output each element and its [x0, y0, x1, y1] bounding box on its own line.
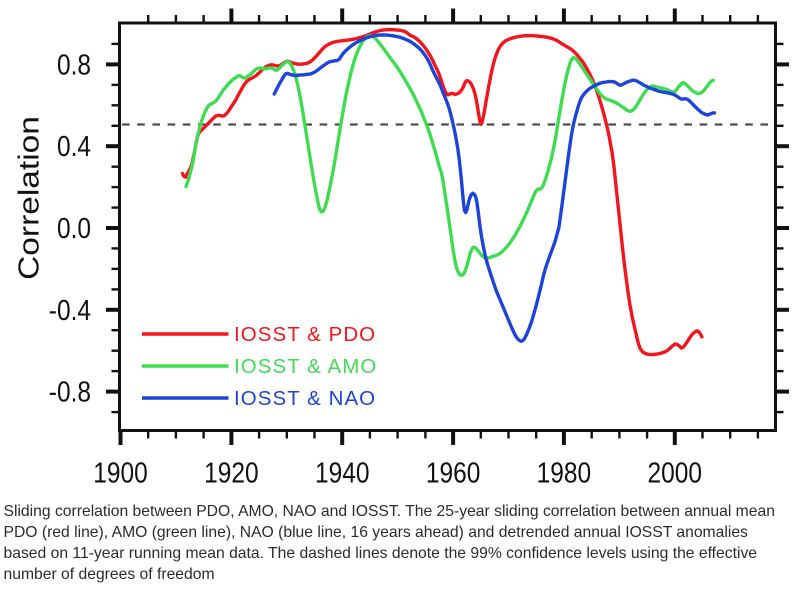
svg-text:1940: 1940: [315, 457, 369, 489]
svg-text:1920: 1920: [204, 457, 258, 489]
svg-text:IOSST & PDO: IOSST & PDO: [234, 323, 376, 346]
svg-text:-0.4: -0.4: [49, 294, 91, 326]
svg-text:1980: 1980: [537, 457, 591, 489]
svg-text:1900: 1900: [93, 457, 147, 489]
svg-text:-0.8: -0.8: [49, 376, 91, 408]
svg-text:IOSST & NAO: IOSST & NAO: [234, 387, 376, 410]
svg-text:0.4: 0.4: [57, 130, 91, 162]
svg-text:Correlation: Correlation: [13, 116, 45, 280]
svg-text:0.8: 0.8: [57, 48, 91, 80]
svg-text:0.0: 0.0: [57, 212, 91, 244]
svg-text:IOSST & AMO: IOSST & AMO: [234, 355, 377, 378]
svg-text:1960: 1960: [426, 457, 480, 489]
svg-text:2000: 2000: [648, 457, 702, 489]
